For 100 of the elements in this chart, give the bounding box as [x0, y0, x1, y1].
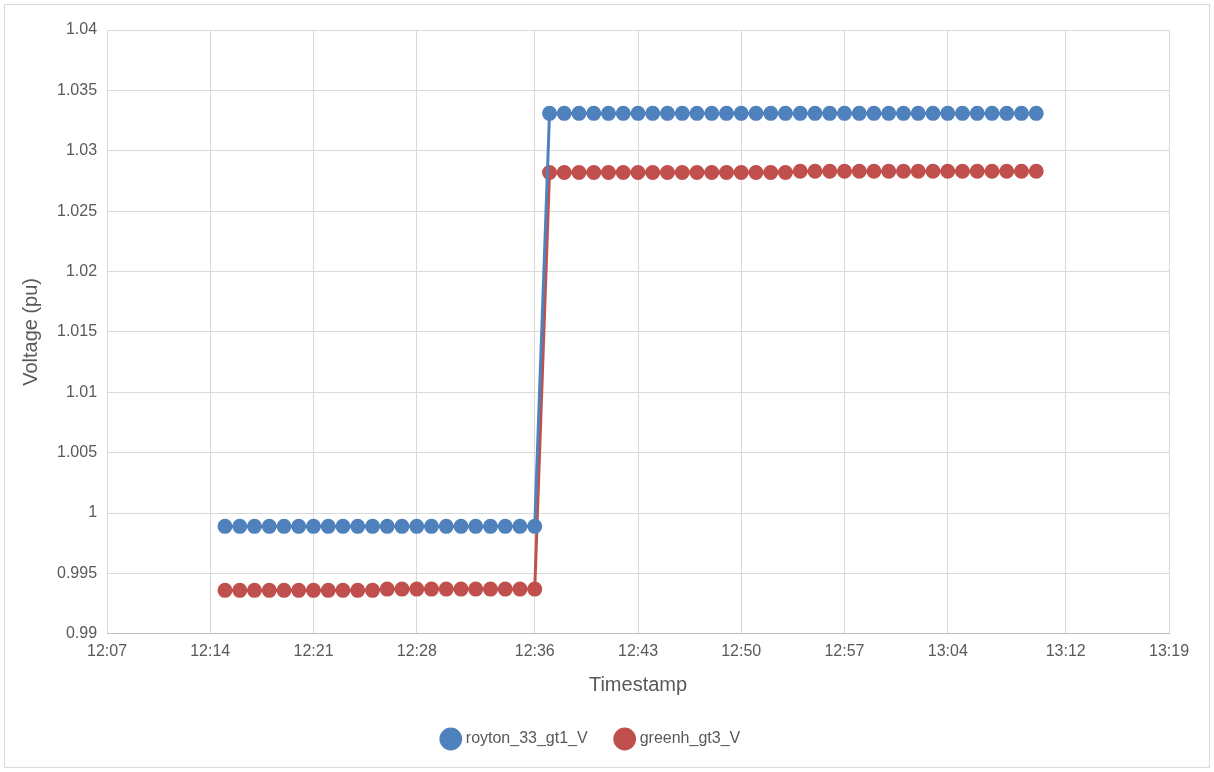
- point: [438, 518, 454, 534]
- x-tick-label: 13:19: [1148, 641, 1190, 659]
- point: [497, 518, 513, 534]
- point: [674, 165, 690, 180]
- point: [807, 105, 823, 121]
- point: [261, 582, 277, 598]
- point: [748, 105, 764, 121]
- point: [365, 582, 381, 598]
- point: [350, 582, 366, 598]
- point: [571, 105, 587, 121]
- x-tick-label: 12:43: [618, 641, 659, 659]
- point: [659, 165, 675, 180]
- point: [822, 105, 838, 121]
- point: [261, 518, 277, 534]
- point: [527, 581, 543, 597]
- point: [217, 582, 233, 598]
- point: [954, 163, 970, 179]
- point: [409, 581, 425, 597]
- point: [379, 581, 395, 597]
- point: [851, 105, 867, 121]
- point: [763, 165, 779, 180]
- y-tick-label: 1.005: [56, 443, 98, 461]
- point: [763, 105, 779, 121]
- point: [984, 163, 1000, 179]
- point: [719, 105, 735, 121]
- point: [822, 163, 838, 179]
- point: [291, 582, 307, 598]
- point: [468, 581, 484, 597]
- point: [527, 518, 543, 534]
- point: [615, 165, 631, 180]
- point: [394, 518, 410, 534]
- point: [792, 105, 808, 121]
- point: [999, 105, 1015, 121]
- y-tick-label: 1.03: [65, 141, 98, 159]
- point: [792, 163, 808, 179]
- point: [246, 582, 262, 598]
- point: [836, 163, 852, 179]
- point: [512, 518, 528, 534]
- point: [586, 105, 602, 121]
- x-tick-label: 12:07: [87, 641, 128, 659]
- y-tick-label: 1.015: [56, 322, 98, 340]
- point: [733, 165, 749, 180]
- point: [719, 165, 735, 180]
- point: [1013, 105, 1029, 121]
- point: [512, 581, 528, 597]
- point: [704, 165, 720, 180]
- legend-label: greenh_gt3_V: [639, 729, 741, 748]
- point: [689, 165, 705, 180]
- point: [984, 105, 1000, 121]
- point: [497, 581, 513, 597]
- point: [999, 163, 1015, 179]
- x-tick-label: 12:50: [721, 641, 762, 659]
- point: [217, 518, 233, 534]
- y-tick-label: 1.025: [56, 201, 98, 219]
- y-tick-label: 1.01: [65, 382, 98, 400]
- point: [777, 165, 793, 180]
- point: [704, 105, 720, 121]
- point: [320, 518, 336, 534]
- point: [733, 105, 749, 121]
- point: [483, 581, 498, 597]
- point: [468, 518, 484, 534]
- point: [350, 518, 366, 534]
- point: [1028, 163, 1044, 179]
- y-tick-label: 1.035: [56, 80, 98, 98]
- x-tick-label: 12:36: [514, 641, 555, 659]
- point: [925, 163, 941, 179]
- point: [910, 105, 926, 121]
- y-tick-label: 1.04: [65, 20, 98, 38]
- x-tick-label: 13:12: [1045, 641, 1086, 659]
- point: [306, 582, 321, 598]
- point: [276, 518, 292, 534]
- point: [409, 518, 425, 534]
- x-tick-label: 12:14: [190, 641, 231, 659]
- point: [453, 518, 469, 534]
- x-tick-label: 13:04: [927, 641, 968, 659]
- point: [246, 518, 262, 534]
- point: [600, 105, 616, 121]
- point: [306, 518, 321, 534]
- point: [836, 105, 852, 121]
- point: [335, 518, 351, 534]
- point: [630, 105, 646, 121]
- point: [748, 165, 764, 180]
- point: [438, 581, 454, 597]
- y-tick-label: 1.02: [65, 261, 98, 279]
- point: [453, 581, 469, 597]
- point: [556, 105, 572, 121]
- point: [896, 105, 912, 121]
- point: [542, 105, 558, 121]
- point: [925, 105, 941, 121]
- point: [586, 165, 602, 180]
- point: [866, 163, 882, 179]
- point: [615, 105, 631, 121]
- point: [379, 518, 395, 534]
- point: [276, 582, 292, 598]
- y-axis-title: Voltage (pu): [18, 277, 41, 386]
- point: [940, 105, 956, 121]
- point: [600, 165, 616, 180]
- point: [896, 163, 912, 179]
- point: [645, 165, 661, 180]
- point: [571, 165, 587, 180]
